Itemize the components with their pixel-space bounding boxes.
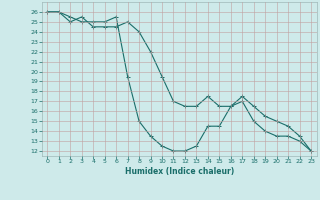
- X-axis label: Humidex (Indice chaleur): Humidex (Indice chaleur): [124, 167, 234, 176]
